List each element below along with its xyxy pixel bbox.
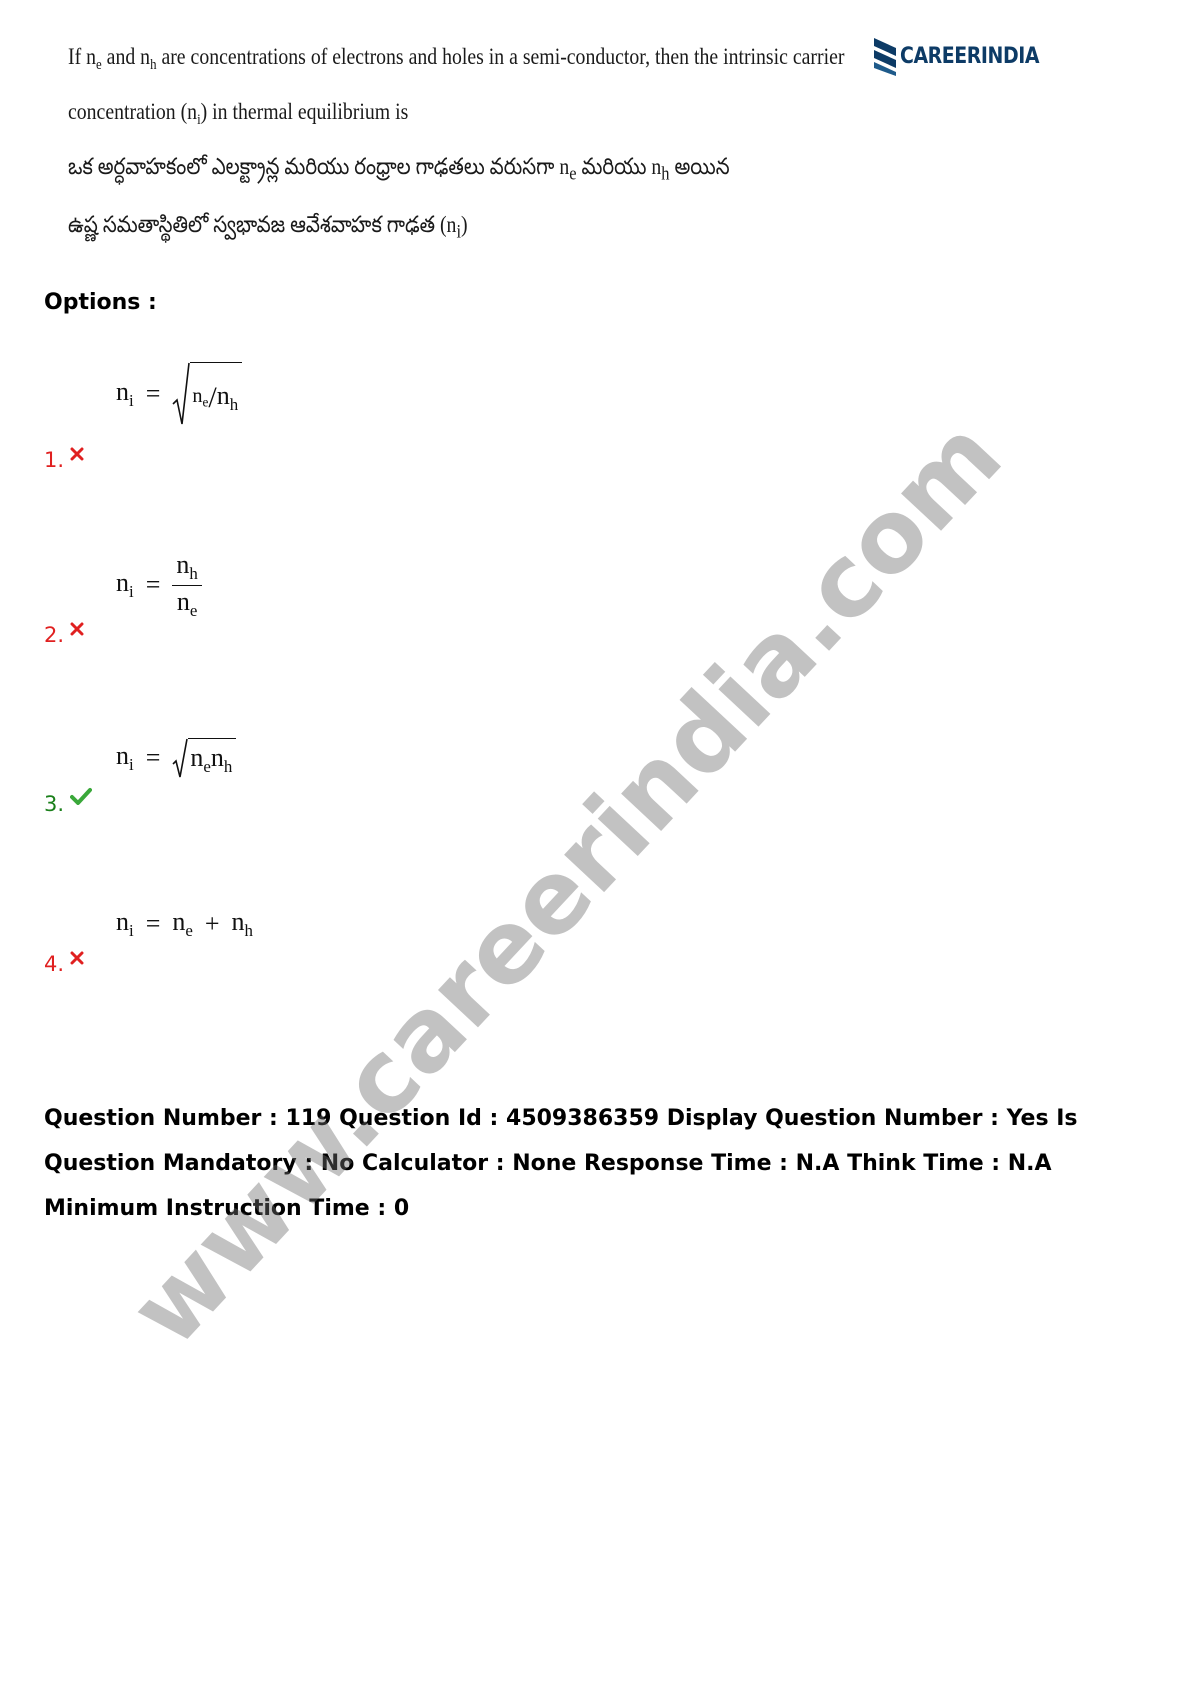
math-var: n [116, 741, 129, 771]
math-sub: h [189, 563, 198, 583]
math-sub: h [244, 920, 253, 940]
math-var: n [176, 550, 190, 579]
option-2-formula: ni = nh ne [116, 550, 202, 621]
q-text: ఒక అర్ధవాహకంలో ఎలక్ట్రాన్ల మరియు రంధ్రాల… [68, 154, 570, 179]
option-number-text: 3. [44, 792, 65, 816]
math-var: n [216, 380, 230, 410]
q-text: మరియు n [576, 154, 662, 179]
equals-sign: = [145, 570, 161, 600]
question-info: Question Number : 119 Question Id : 4509… [44, 1106, 1078, 1221]
q-text: ఉష్ణ సమతాస్థితిలో స్వభావజ ఆవేశవాహక గాఢత … [68, 212, 457, 237]
check-icon [70, 786, 93, 810]
options-label: Options : [44, 290, 157, 315]
square-root: ne nh [172, 738, 237, 778]
math-sub: e [203, 756, 211, 776]
logo-text: CAREERINDIA [900, 43, 1040, 69]
option-2-number: 2. [44, 617, 84, 647]
option-1-formula: ni = ne / nh [116, 362, 243, 426]
math-var: n [176, 586, 190, 616]
careerindia-logo: CAREERINDIA [872, 34, 1062, 78]
option-1-number: 1. [44, 442, 84, 472]
question-line-en-1: If ne and nh are concentrations of elect… [68, 44, 844, 74]
q-sub: e [569, 163, 577, 185]
question-line-en-2: concentration (ni) in thermal equilibriu… [68, 99, 408, 129]
question-line-te-1: ఒక అర్ధవాహకంలో ఎలక్ట్రాన్ల మరియు రంధ్రాల… [68, 154, 730, 186]
option-3-formula: ni = ne nh [116, 738, 237, 778]
slash: / [208, 380, 217, 414]
math-var: n [210, 742, 224, 772]
math-var: n [192, 384, 203, 407]
option-number-text: 1. [44, 448, 65, 472]
math-var: n [231, 907, 245, 936]
q-text: concentration (n [68, 99, 198, 124]
math-sub: i [129, 390, 134, 410]
cross-icon [70, 946, 84, 970]
q-text: are concentrations of electrons and hole… [156, 44, 845, 69]
math-var: n [172, 907, 186, 936]
equals-sign: = [145, 379, 161, 408]
math-sub: i [129, 582, 134, 602]
math-sub: h [223, 756, 233, 776]
math-sub: h [229, 394, 239, 414]
radical-icon [172, 362, 191, 425]
equals-sign: = [145, 908, 161, 938]
math-var: n [116, 377, 129, 407]
math-sub: e [202, 394, 209, 410]
radical-icon [172, 738, 189, 778]
math-var: n [116, 568, 129, 598]
option-3-number: 3. [44, 786, 93, 816]
q-text: and n [101, 44, 151, 69]
q-sub: i [456, 221, 462, 243]
fraction: nh ne [172, 550, 202, 621]
logo-mark-icon [874, 38, 896, 76]
q-sub: e [96, 57, 102, 74]
math-sub: i [129, 754, 134, 774]
option-number-text: 2. [44, 623, 65, 647]
option-number-text: 4. [44, 952, 65, 976]
option-4-number: 4. [44, 946, 84, 976]
q-text: అయిన [669, 154, 730, 179]
square-root: ne / nh [172, 362, 243, 426]
q-sub: h [150, 57, 157, 74]
equals-sign: = [145, 743, 161, 772]
q-sub: i [197, 112, 201, 129]
math-sub: e [189, 600, 198, 620]
math-sub: e [185, 920, 193, 940]
q-text: ) [461, 212, 468, 237]
cross-icon [70, 617, 84, 641]
q-text: ) in thermal equilibrium is [200, 99, 409, 124]
math-var: n [116, 907, 129, 936]
plus-sign: + [204, 908, 220, 938]
option-4-formula: ni = ne + nh [116, 907, 253, 941]
question-line-te-2: ఉష్ణ సమతాస్థితిలో స్వభావజ ఆవేశవాహక గాఢత … [68, 212, 468, 244]
math-sub: i [129, 920, 134, 940]
q-sub: h [661, 163, 670, 185]
q-text: If n [68, 44, 97, 69]
math-var: n [190, 742, 204, 772]
cross-icon [70, 442, 84, 466]
